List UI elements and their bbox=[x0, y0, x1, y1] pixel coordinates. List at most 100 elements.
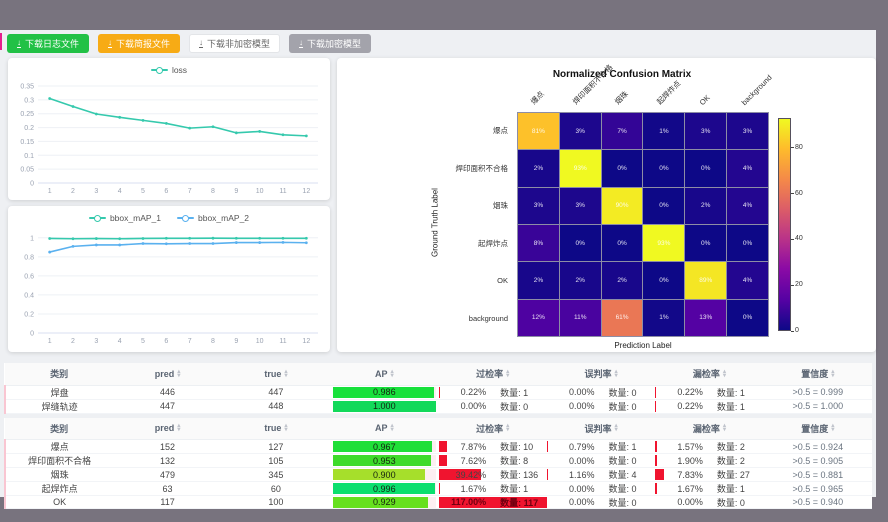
colorbar-tick-label: 40 bbox=[795, 235, 803, 243]
true-cell: 448 bbox=[221, 399, 331, 414]
column-header-true[interactable]: true ▴ ▾ bbox=[221, 363, 331, 386]
column-header-AP[interactable]: AP ▴ ▾ bbox=[330, 417, 439, 440]
colorbar-tick-label: 80 bbox=[795, 143, 803, 151]
svg-text:0.8: 0.8 bbox=[24, 254, 34, 261]
download-icon: ↓ bbox=[17, 38, 21, 48]
matrix-cell: 0% bbox=[601, 150, 643, 187]
svg-text:9: 9 bbox=[234, 188, 238, 195]
matrix-cell: 2% bbox=[601, 262, 643, 299]
sort-caret: ▴ ▾ bbox=[506, 368, 510, 379]
missed-cell: 1.67% 数量: 1 bbox=[655, 481, 764, 496]
matrix-cell: 0% bbox=[643, 262, 685, 299]
ap-cell: 0.986 bbox=[330, 385, 439, 400]
loss-chart-card: loss 0 0.05 0.1 0.15 0.2 0.25 0.3 0.35 1 2 3 4 5 6 7 8 9… bbox=[8, 58, 330, 200]
overdetect-cell: 39.42% 数量: 136 bbox=[438, 467, 547, 482]
ap-bar-track: 0.929 bbox=[333, 496, 436, 508]
accent-strip bbox=[0, 33, 2, 50]
pred-cell: 63 bbox=[113, 481, 222, 496]
svg-text:11: 11 bbox=[279, 338, 286, 345]
column-label: AP bbox=[375, 423, 388, 434]
table-row: 烟珠 479 345 0.900 39.42% 数量: 136 1.16% 数量: 4 7.83… bbox=[3, 467, 872, 482]
rate-bar bbox=[438, 441, 448, 452]
missed-cell: 0.00% 数量: 0 bbox=[655, 495, 764, 509]
category-cell: OK bbox=[3, 495, 114, 509]
svg-text:5: 5 bbox=[141, 338, 145, 345]
column-header-过检率[interactable]: 过检率 ▴ ▾ bbox=[438, 417, 547, 440]
colorbar-tick-mark bbox=[791, 330, 794, 332]
confidence-cell: >0.5 = 0.940 bbox=[763, 495, 872, 509]
column-label: 置信度 bbox=[801, 369, 829, 380]
column-header-true[interactable]: true ▴ ▾ bbox=[221, 417, 331, 440]
svg-text:0.25: 0.25 bbox=[20, 111, 34, 118]
download-log-button[interactable]: ↓ 下载日志文件 bbox=[7, 34, 90, 53]
legend-item-loss[interactable]: loss bbox=[150, 65, 187, 75]
loss-chart: 0 0.05 0.1 0.15 0.2 0.25 0.3 0.35 1 2 3 4 5 6 7 8 9 10 11 1… bbox=[8, 80, 330, 203]
ap-value: 0.900 bbox=[373, 469, 396, 480]
download-plain-model-label: 下载非加密模型 bbox=[207, 39, 271, 49]
column-label: 类别 bbox=[50, 423, 69, 434]
column-header-pred[interactable]: pred ▴ ▾ bbox=[113, 417, 222, 440]
rate-cell: 1.57% 数量: 2 bbox=[655, 441, 763, 453]
download-report-button[interactable]: ↓ 下载简报文件 bbox=[98, 34, 181, 53]
column-header-漏检率[interactable]: 漏检率 ▴ ▾ bbox=[655, 417, 764, 440]
matrix-cell: 1% bbox=[643, 299, 685, 336]
column-label: 误判率 bbox=[584, 423, 612, 434]
misjudge-cell: 0.79% 数量: 1 bbox=[546, 439, 656, 454]
misjudge-cell: 0.00% 数量: 0 bbox=[546, 495, 656, 509]
rate-bar bbox=[438, 469, 482, 480]
ap-bar bbox=[333, 483, 436, 494]
true-cell: 345 bbox=[221, 467, 331, 482]
rate-bar bbox=[655, 469, 664, 480]
column-header-误判率[interactable]: 误判率 ▴ ▾ bbox=[546, 363, 656, 386]
confidence-cell: >0.5 = 0.881 bbox=[763, 467, 872, 482]
svg-text:2: 2 bbox=[71, 338, 75, 345]
sort-caret: ▴ ▾ bbox=[177, 368, 181, 379]
download-encrypted-model-label: 下载加密模型 bbox=[307, 39, 362, 49]
rate-cell: 0.00% 数量: 0 bbox=[569, 401, 637, 412]
column-header-置信度[interactable]: 置信度 ▴ ▾ bbox=[763, 363, 872, 386]
matrix-cell: 4% bbox=[727, 150, 768, 187]
rate-cell: 0.00% 数量: 0 bbox=[569, 483, 637, 495]
confusion-matrix-colorbar bbox=[778, 118, 791, 331]
true-cell: 127 bbox=[221, 439, 331, 454]
column-label: 误判率 bbox=[584, 369, 612, 380]
matrix-cell: 0% bbox=[559, 224, 601, 262]
table-row: 焊印面积不合格 132 105 0.953 7.62% 数量: 8 0.00% 数量: 0 1.… bbox=[3, 453, 872, 468]
download-log-label: 下载日志文件 bbox=[25, 39, 80, 49]
confidence-cell: >0.5 = 0.965 bbox=[763, 481, 872, 496]
column-header-过检率[interactable]: 过检率 ▴ ▾ bbox=[438, 363, 547, 386]
rate-cell: 39.42% 数量: 136 bbox=[438, 469, 547, 481]
rate-cell: 1.67% 数量: 1 bbox=[655, 483, 763, 495]
table-row: 爆点 152 127 0.967 7.87% 数量: 10 0.79% 数量: 1 1.57% 数… bbox=[3, 439, 872, 454]
colorbar-tick-label: 0 bbox=[795, 327, 799, 334]
rate-cell: 1.67% 数量: 1 bbox=[438, 483, 547, 495]
confusion-matrix-row-labels: 爆点 焊印面积不合格 烟珠 起焊炸点 OK background bbox=[337, 112, 513, 337]
true-cell: 105 bbox=[221, 453, 331, 468]
missed-cell: 0.22% 数量: 1 bbox=[655, 385, 764, 400]
ap-bar bbox=[333, 455, 431, 466]
column-header-置信度[interactable]: 置信度 ▴ ▾ bbox=[763, 417, 872, 440]
rate-cell: 117.00% 数量: 117 bbox=[438, 496, 547, 508]
legend-item-bbox_mAP_1[interactable]: bbox_mAP_1 bbox=[88, 213, 161, 223]
column-header-漏检率[interactable]: 漏检率 ▴ ▾ bbox=[655, 363, 764, 386]
column-header-pred[interactable]: pred ▴ ▾ bbox=[113, 363, 222, 386]
matrix-cell: 89% bbox=[685, 262, 727, 299]
column-header-AP[interactable]: AP ▴ ▾ bbox=[330, 363, 439, 386]
download-encrypted-model-button[interactable]: ↓ 下载加密模型 bbox=[289, 34, 372, 53]
svg-text:0.6: 0.6 bbox=[24, 273, 34, 280]
matrix-cell: 93% bbox=[559, 150, 601, 187]
matrix-cell: 0% bbox=[601, 224, 643, 262]
svg-text:0.3: 0.3 bbox=[24, 97, 34, 104]
legend-label: bbox_mAP_1 bbox=[109, 213, 161, 223]
matrix-cell: 0% bbox=[727, 224, 768, 262]
download-plain-model-button[interactable]: ↓ 下载非加密模型 bbox=[189, 34, 281, 53]
column-header-误判率[interactable]: 误判率 ▴ ▾ bbox=[546, 417, 656, 440]
matrix-cell: 4% bbox=[727, 187, 768, 224]
matrix-cell: 0% bbox=[685, 224, 727, 262]
legend-item-bbox_mAP_2[interactable]: bbox_mAP_2 bbox=[177, 213, 249, 223]
rate-cell: 0.00% 数量: 0 bbox=[569, 387, 637, 398]
matrix-cell: 0% bbox=[727, 299, 768, 336]
rate-bar bbox=[655, 455, 658, 466]
ap-cell: 0.953 bbox=[330, 453, 439, 468]
rate-cell: 0.00% 数量: 0 bbox=[677, 497, 745, 508]
